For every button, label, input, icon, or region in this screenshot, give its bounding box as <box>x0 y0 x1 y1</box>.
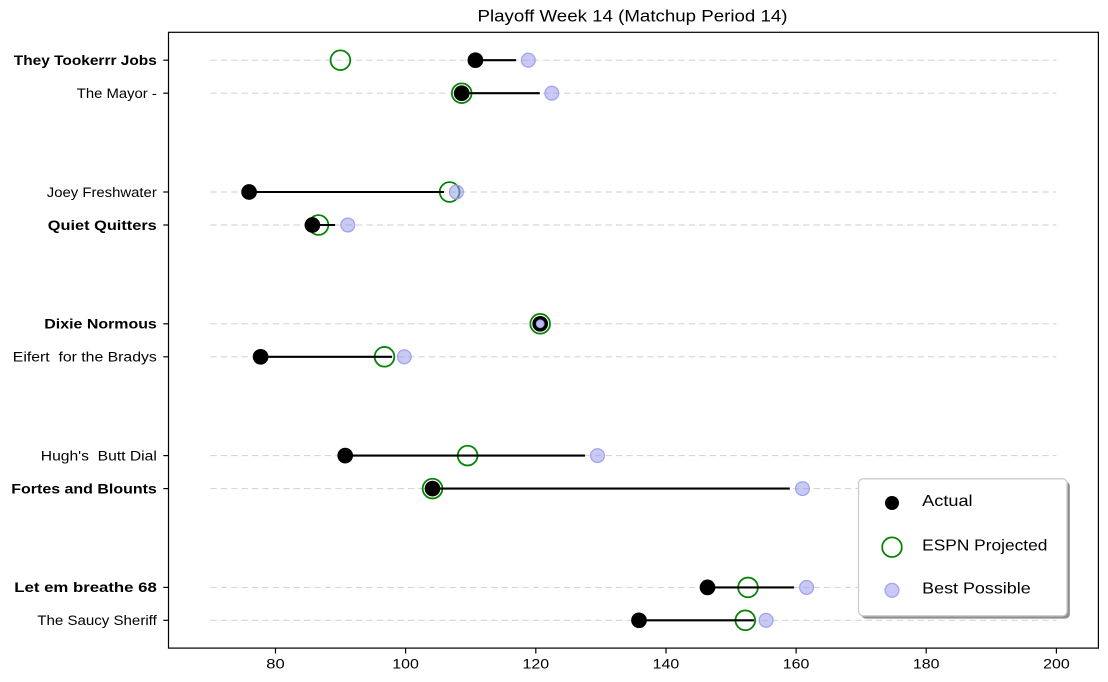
svg-text:The Mayor -: The Mayor - <box>77 86 157 101</box>
svg-text:Let em breathe 68: Let em breathe 68 <box>14 580 157 595</box>
svg-text:Joey Freshwater: Joey Freshwater <box>47 185 158 200</box>
svg-text:They Tookerrr Jobs: They Tookerrr Jobs <box>14 53 157 68</box>
svg-text:The Saucy Sheriff: The Saucy Sheriff <box>37 613 157 628</box>
svg-text:Fortes and Blounts: Fortes and Blounts <box>11 482 157 497</box>
svg-text:Actual: Actual <box>922 492 972 510</box>
svg-text:100: 100 <box>392 656 419 671</box>
svg-text:120: 120 <box>523 656 550 671</box>
svg-text:200: 200 <box>1043 656 1070 671</box>
svg-text:160: 160 <box>783 656 810 671</box>
svg-text:Quiet Quitters: Quiet Quitters <box>48 218 157 233</box>
svg-text:80: 80 <box>266 656 285 671</box>
svg-text:Playoff Week 14 (Matchup Perio: Playoff Week 14 (Matchup Period 14) <box>478 7 788 25</box>
svg-text:180: 180 <box>913 656 940 671</box>
svg-text:Eifert for the Bradys: Eifert for the Bradys <box>13 350 157 365</box>
svg-text:Best Possible: Best Possible <box>922 580 1031 598</box>
svg-text:140: 140 <box>653 656 680 671</box>
svg-text:Hugh's Butt Dial: Hugh's Butt Dial <box>41 449 157 464</box>
svg-text:Dixie Normous: Dixie Normous <box>44 317 157 332</box>
svg-text:ESPN Projected: ESPN Projected <box>922 536 1047 554</box>
